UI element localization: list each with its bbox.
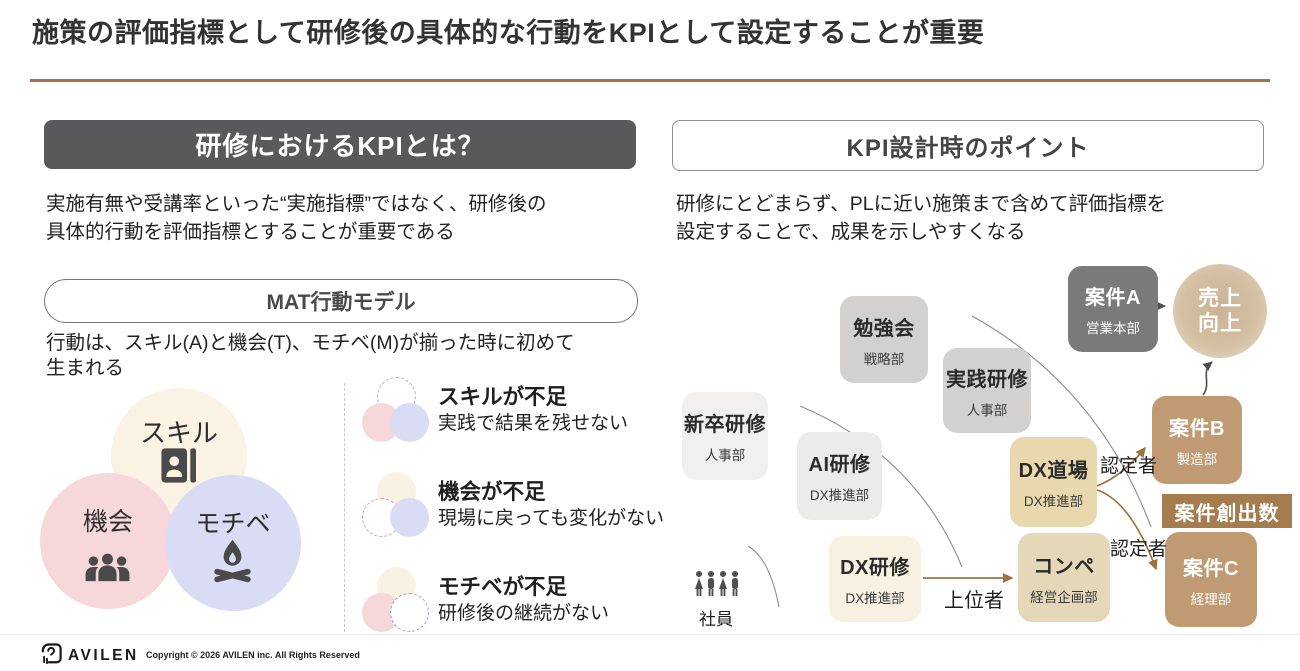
node-dept: DX推進部: [845, 591, 905, 606]
node-title: DX道場: [1018, 460, 1089, 482]
node-dept: DX推進部: [809, 488, 870, 503]
label-superior: 上位者: [944, 590, 1004, 612]
label-certifier-lower: 認定者: [1110, 539, 1168, 560]
node-dept: 経理部: [1190, 591, 1232, 607]
node-shinsotsu-kenshu: 新卒研修 人事部: [682, 392, 768, 480]
left-description-line1: 実施有無や受講率といった“実施指標”ではなく、研修後の: [46, 193, 547, 215]
left-description-line2: 具体的行動を評価指標とすることが重要である: [46, 221, 455, 243]
right-description-line1: 研修にとどまらず、PLに近い施策まで含めて評価指標を: [676, 193, 1167, 215]
brand-logo-icon: [40, 642, 63, 665]
deficiency-mini-venn-skill: [362, 377, 429, 443]
node-dept: 人事部: [704, 448, 746, 463]
mini-circle-motivation: [390, 498, 429, 537]
goal-line2: 向上: [1198, 312, 1242, 335]
label-employees: 社員: [699, 610, 733, 629]
label-certifier-upper: 認定者: [1100, 456, 1158, 477]
node-dept: 製造部: [1176, 452, 1218, 467]
node-kompe: コンペ 経営企画部: [1018, 533, 1110, 622]
deficiency-title: 機会が不足: [438, 480, 546, 504]
arrow-projectB-to-goal: [1202, 361, 1213, 396]
meeting-people-icon: [84, 551, 131, 583]
mat-model-pill: MAT行動モデル: [44, 279, 638, 323]
mini-circle-motivation-missing: [390, 593, 429, 632]
node-title: 案件C: [1183, 557, 1239, 580]
node-dx-kenshu: DX研修 DX推進部: [829, 536, 921, 622]
node-title: 案件A: [1085, 287, 1141, 309]
deficiency-title: スキルが不足: [438, 385, 568, 409]
goal-circle-sales-up: 売上 向上: [1173, 264, 1267, 358]
node-benkyokai: 勉強会 戦略部: [840, 296, 928, 383]
deficiency-description: 研修後の継続がない: [438, 603, 610, 624]
venn-label-opportunity: 機会: [82, 508, 133, 536]
node-title: 実践研修: [946, 368, 1028, 391]
deficiency-description: 現場に戻っても変化がない: [438, 508, 665, 529]
mat-model-description: 行動は、スキル(A)と機会(T)、モチベ(M)が揃った時に初めて 生まれる: [46, 331, 646, 381]
node-title: 新卒研修: [684, 414, 766, 436]
node-title: 勉強会: [853, 317, 915, 340]
deficiency-mini-venn-opportunity: [362, 472, 429, 538]
page-title: 施策の評価指標として研修後の具体的な行動をKPIとして設定することが重要: [32, 18, 985, 48]
model-description-line2: 生まれる: [46, 357, 125, 379]
node-title: コンペ: [1033, 555, 1095, 578]
kpi-banner-project-count: 案件創出数: [1162, 494, 1292, 528]
node-dept: 営業本部: [1086, 321, 1140, 336]
mini-circle-motivation: [390, 403, 429, 442]
deficiency-mini-venn-motivation: [362, 567, 429, 633]
employees-icon: [693, 570, 741, 601]
venn-circle-opportunity: [40, 473, 176, 609]
campfire-icon: [211, 538, 254, 586]
goal-line1: 売上: [1198, 286, 1242, 310]
node-dept: 経営企画部: [1030, 589, 1098, 605]
node-dept: 人事部: [966, 402, 1008, 418]
node-dept: DX推進部: [1023, 494, 1084, 509]
footer-divider: [0, 634, 1300, 635]
node-title: 案件B: [1169, 418, 1225, 440]
venn-label-skill: スキル: [139, 418, 218, 448]
model-description-line1: 行動は、スキル(A)と機会(T)、モチベ(M)が揃った時に初めて: [46, 332, 575, 354]
node-project-a: 案件A 営業本部: [1068, 266, 1158, 352]
right-panel-header: KPI設計時のポイント: [672, 120, 1264, 171]
copyright-text: Copyright © 2026 AVILEN inc. All Rights …: [146, 650, 360, 660]
deficiency-title: モチベが不足: [438, 575, 568, 599]
skill-card-icon: [160, 446, 197, 485]
right-panel-description: 研修にとどまらず、PLに近い施策まで含めて評価指標を 設定することで、成果を示し…: [676, 190, 1276, 246]
left-panel-description: 実施有無や受講率といった“実施指標”ではなく、研修後の 具体的行動を評価指標とす…: [46, 190, 646, 246]
section-divider: [344, 383, 345, 632]
node-dept: 戦略部: [863, 351, 905, 367]
node-jissen-kenshu: 実践研修 人事部: [943, 348, 1031, 433]
title-underline: [30, 79, 1270, 82]
node-dx-dojo: DX道場 DX推進部: [1010, 437, 1097, 527]
node-project-c: 案件C 経理部: [1165, 532, 1257, 627]
deficiency-description: 実践で結果を残せない: [438, 413, 629, 434]
brand-wordmark: AVILEN: [68, 647, 139, 664]
node-title: DX研修: [840, 557, 910, 579]
right-description-line2: 設定することで、成果を示しやすくなる: [676, 221, 1026, 243]
node-project-b: 案件B 製造部: [1152, 396, 1242, 484]
arc-inner: [747, 545, 780, 608]
node-title: AI研修: [808, 454, 871, 476]
left-panel-header: 研修におけるKPIとは？: [44, 120, 636, 169]
venn-label-motivation: モチベ: [195, 510, 271, 538]
node-ai-kenshu: AI研修 DX推進部: [797, 432, 882, 520]
